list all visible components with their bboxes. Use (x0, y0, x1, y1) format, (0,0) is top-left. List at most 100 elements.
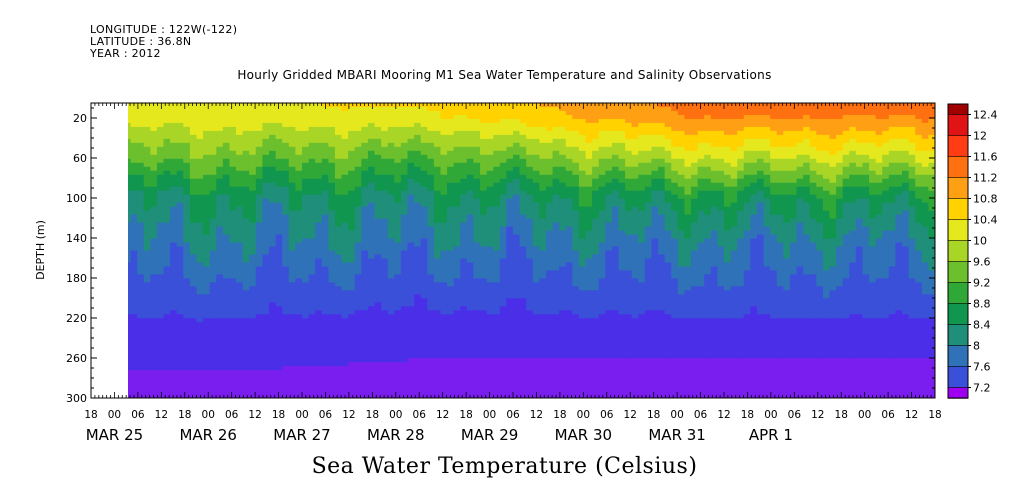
heatmap-cell (414, 370, 422, 375)
heatmap-cell (229, 146, 237, 152)
heatmap-cell (552, 298, 560, 303)
heatmap-cell (262, 250, 270, 256)
heatmap-cell (532, 250, 540, 256)
heatmap-cell (381, 326, 389, 331)
heatmap-cell (480, 162, 488, 168)
heatmap-cell (209, 194, 217, 200)
heatmap-cell (143, 226, 151, 232)
heatmap-cell (374, 134, 382, 140)
heatmap-cell (282, 314, 290, 319)
heatmap-cell (361, 202, 369, 208)
heatmap-cell (255, 166, 264, 172)
heatmap-cell (559, 166, 567, 172)
heatmap-cell (400, 110, 409, 116)
heatmap-cell (348, 154, 356, 160)
heatmap-cell (361, 282, 369, 287)
heatmap-cell (302, 358, 310, 363)
heatmap-cell (447, 238, 455, 244)
heatmap-cell (513, 182, 521, 188)
heatmap-cell (295, 254, 303, 260)
heatmap-cell (394, 222, 402, 228)
heatmap-cell (282, 334, 290, 339)
heatmap-cell (255, 122, 264, 128)
heatmap-cell (242, 274, 250, 280)
heatmap-cell (499, 210, 507, 216)
heatmap-cell (559, 258, 567, 264)
heatmap-cell (526, 118, 534, 124)
heatmap-cell (183, 278, 191, 283)
heatmap-cell (262, 190, 270, 196)
heatmap-cell (255, 246, 264, 252)
heatmap-cell (348, 346, 356, 351)
heatmap-cell (321, 158, 329, 164)
heatmap-cell (143, 178, 151, 184)
heatmap-cell (361, 278, 369, 283)
heatmap-cell (249, 330, 257, 335)
heatmap-cell (209, 158, 217, 164)
heatmap-cell (506, 310, 514, 315)
heatmap-cell (321, 294, 329, 299)
heatmap-cell (367, 226, 376, 232)
heatmap-cell (137, 150, 145, 156)
heatmap-cell (400, 394, 409, 398)
heatmap-cell (334, 226, 343, 232)
heatmap-cell (282, 246, 290, 252)
heatmap-cell (282, 150, 290, 156)
heatmap-cell (407, 190, 415, 196)
heatmap-cell (269, 258, 277, 264)
heatmap-cell (156, 274, 165, 280)
heatmap-cell (216, 218, 224, 224)
heatmap-cell (493, 370, 501, 375)
heatmap-cell (552, 198, 560, 204)
heatmap-cell (440, 254, 448, 260)
heatmap-cell (196, 314, 204, 319)
heatmap-cell (196, 158, 204, 164)
heatmap-cell (466, 330, 475, 335)
heatmap-cell (414, 310, 422, 315)
heatmap-cell (163, 310, 171, 315)
heatmap-cell (493, 118, 501, 124)
heatmap-cell (420, 370, 428, 375)
heatmap-cell (394, 354, 402, 359)
heatmap-cell (156, 286, 165, 291)
heatmap-cell (480, 246, 488, 252)
heatmap-cell (460, 103, 468, 108)
heatmap-cell (407, 274, 415, 280)
heatmap-cell (203, 110, 211, 116)
heatmap-cell (400, 350, 409, 355)
heatmap-cell (545, 126, 554, 132)
heatmap-cell (328, 202, 336, 208)
heatmap-cell (361, 286, 369, 291)
heatmap-cell (493, 334, 501, 339)
heatmap-cell (519, 202, 527, 208)
heatmap-cell (295, 134, 303, 140)
heatmap-cell (203, 190, 211, 196)
heatmap-cell (440, 158, 448, 164)
heatmap-cell (453, 342, 461, 347)
heatmap-cell (387, 282, 395, 287)
heatmap-cell (433, 266, 442, 272)
heatmap-cell (209, 274, 217, 280)
heatmap-cell (532, 190, 540, 196)
heatmap-cell (519, 218, 527, 224)
heatmap-cell (480, 166, 488, 172)
heatmap-cell (374, 162, 382, 168)
heatmap-cell (420, 166, 428, 172)
heatmap-cell (447, 354, 455, 359)
heatmap-cell (387, 106, 395, 112)
heatmap-cell (282, 390, 290, 395)
heatmap-cell (506, 134, 514, 140)
heatmap-cell (295, 122, 303, 128)
heatmap-cell (130, 158, 138, 164)
heatmap-cell (216, 106, 224, 112)
heatmap-cell (222, 314, 231, 319)
heatmap-cell (328, 358, 336, 363)
heatmap-cell (552, 126, 560, 132)
heatmap-cell (183, 138, 191, 144)
heatmap-cell (176, 174, 184, 180)
heatmap-cell (473, 314, 481, 319)
heatmap-cell (302, 178, 310, 184)
heatmap-cell (196, 278, 204, 283)
heatmap-cell (156, 246, 165, 252)
heatmap-cell (354, 362, 362, 367)
